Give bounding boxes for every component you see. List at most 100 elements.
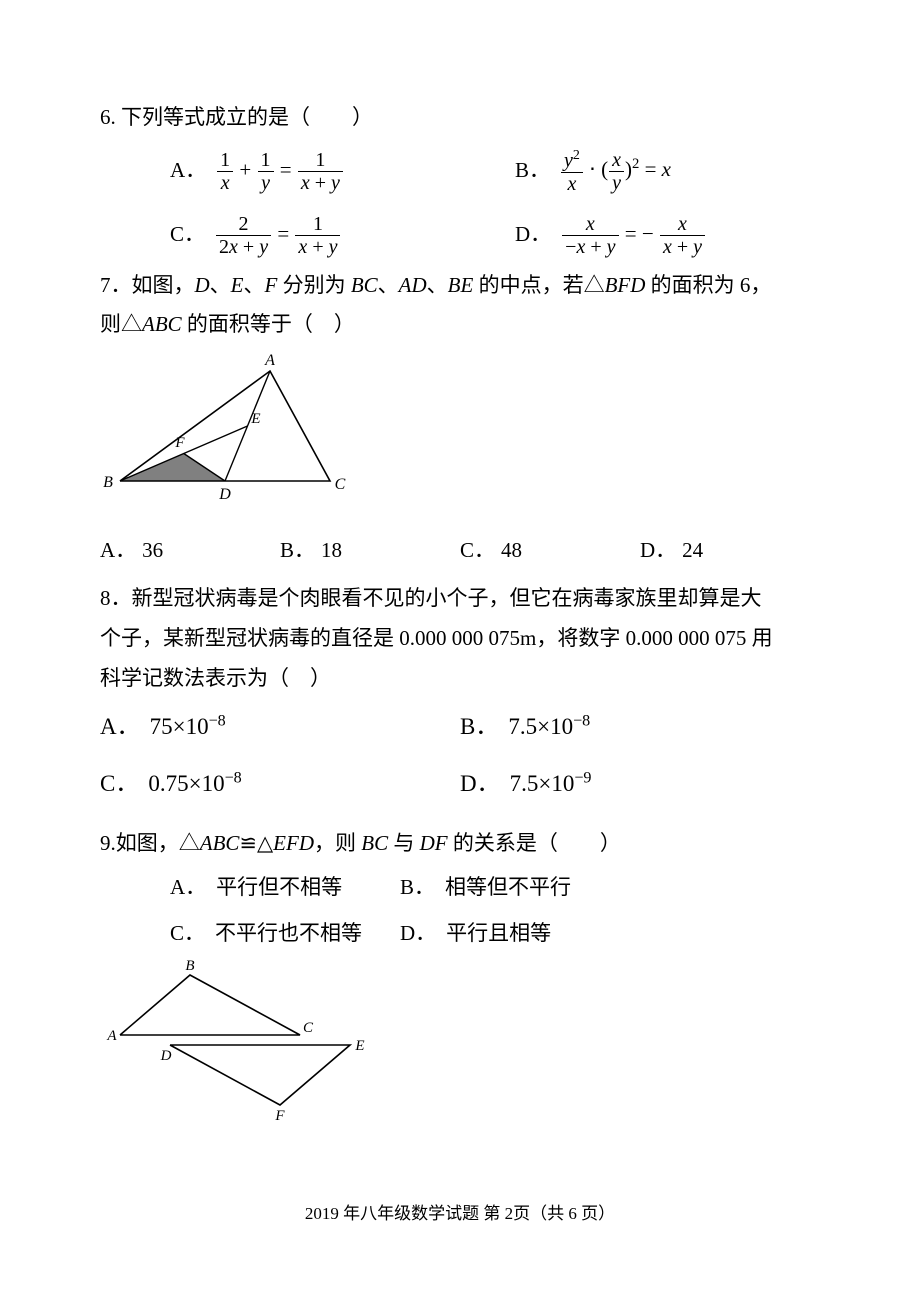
q6-option-b: B． y2x ⋅ (xy)2 = x: [515, 148, 820, 195]
option-text: 平行但不相等: [216, 868, 342, 908]
sci-value: 7.5×10−8: [508, 705, 590, 749]
option-label: B．: [460, 705, 498, 749]
q7-option-a: A．36: [100, 531, 280, 571]
q8-option-b: B． 7.5×10−8: [460, 705, 820, 749]
var-df: DF: [420, 831, 448, 855]
q6-d-expr: x−x + y = − xx + y: [561, 213, 706, 258]
var-bfd: BFD: [605, 273, 646, 297]
svg-text:B: B: [185, 960, 194, 974]
var-d: D: [195, 273, 210, 297]
q8-line2: 个子，某新型冠状病毒的直径是 0.000 000 075m，将数字 0.000 …: [100, 619, 820, 659]
option-label: B．: [280, 531, 315, 571]
text: ≌△: [239, 831, 273, 855]
q6-a-expr: 1x + 1y = 1x + y: [216, 149, 344, 194]
svg-text:B: B: [103, 474, 113, 491]
option-label: B．: [515, 151, 550, 191]
text: 9.如图，△: [100, 831, 200, 855]
option-label: D．: [460, 762, 500, 806]
q7-option-d: D．24: [640, 531, 820, 571]
text: 的面积等于（ ）: [182, 312, 355, 336]
q9-option-c: C．不平行也不相等: [170, 914, 400, 954]
option-value: 48: [501, 531, 522, 571]
q7-options: A．36 B．18 C．48 D．24: [100, 531, 820, 571]
q9-figure: A B C D E F: [100, 960, 820, 1134]
var-abc: ABC: [142, 312, 182, 336]
text: 、: [378, 273, 399, 297]
q8-option-c: C． 0.75×10−8: [100, 762, 460, 806]
svg-text:C: C: [335, 476, 346, 493]
q6-c-expr: 22x + y = 1x + y: [215, 213, 341, 258]
q9-option-a: A．平行但不相等: [170, 868, 400, 908]
q9-stem: 9.如图，△ABC≌△EFD，则 BC 与 DF 的关系是（ ）: [100, 824, 820, 864]
option-label: A．: [170, 151, 206, 191]
q9-option-b: B．相等但不平行: [400, 868, 820, 908]
svg-text:A: A: [264, 352, 275, 369]
svg-text:D: D: [218, 486, 231, 503]
option-label: B．: [400, 868, 435, 908]
sci-value: 75×10−8: [150, 705, 226, 749]
q6-b-expr: y2x ⋅ (xy)2 = x: [560, 148, 671, 195]
option-label: A．: [100, 705, 140, 749]
q7-option-b: B．18: [280, 531, 460, 571]
q8-line1: 8．新型冠状病毒是个肉眼看不见的小个子，但它在病毒家族里却算是大: [100, 579, 820, 619]
svg-text:E: E: [354, 1038, 364, 1054]
q9-figure-svg: A B C D E F: [100, 960, 380, 1120]
text: 、: [244, 273, 265, 297]
q9-option-d: D．平行且相等: [400, 914, 820, 954]
svg-text:A: A: [106, 1028, 117, 1044]
option-label: C．: [170, 914, 205, 954]
text: 7．如图，: [100, 273, 195, 297]
option-label: D．: [640, 531, 676, 571]
q7-stem-line2: 则△ABC 的面积等于（ ）: [100, 305, 820, 345]
text: 则△: [100, 312, 142, 336]
svg-text:D: D: [160, 1048, 172, 1064]
text: 与: [388, 831, 420, 855]
sci-value: 7.5×10−9: [510, 762, 592, 806]
text: 、: [210, 273, 231, 297]
var-bc: BC: [361, 831, 388, 855]
q6-option-d: D． x−x + y = − xx + y: [515, 213, 820, 258]
option-label: A．: [170, 868, 206, 908]
option-label: C．: [100, 762, 138, 806]
q6-options: A． 1x + 1y = 1x + y B． y2x ⋅ (xy)2 = x C…: [170, 148, 820, 258]
q6-option-c: C． 22x + y = 1x + y: [170, 213, 475, 258]
option-label: A．: [100, 531, 136, 571]
exam-page: 6. 下列等式成立的是（ ） A． 1x + 1y = 1x + y B． y2…: [0, 0, 920, 1310]
option-value: 24: [682, 531, 703, 571]
var-ad: AD: [399, 273, 427, 297]
var-e: E: [231, 273, 244, 297]
text: 分别为: [277, 273, 351, 297]
option-label: D．: [515, 215, 551, 255]
var-bc: BC: [351, 273, 378, 297]
option-label: C．: [170, 215, 205, 255]
q8-option-a: A． 75×10−8: [100, 705, 460, 749]
q7-option-c: C．48: [460, 531, 640, 571]
q7-stem: 7．如图，D、E、F 分别为 BC、AD、BE 的中点，若△BFD 的面积为 6…: [100, 266, 820, 306]
q8-options: A． 75×10−8 B． 7.5×10−8 C． 0.75×10−8 D． 7…: [100, 705, 820, 806]
option-label: C．: [460, 531, 495, 571]
svg-text:F: F: [174, 435, 185, 451]
q8-option-d: D． 7.5×10−9: [460, 762, 820, 806]
var-abc: ABC: [200, 831, 240, 855]
sci-value: 0.75×10−8: [148, 762, 241, 806]
option-text: 不平行也不相等: [215, 914, 362, 954]
svg-text:F: F: [274, 1108, 285, 1120]
option-text: 平行且相等: [446, 914, 551, 954]
svg-text:E: E: [250, 411, 260, 427]
text: 、: [427, 273, 448, 297]
text: 的中点，若△: [473, 273, 604, 297]
var-be: BE: [448, 273, 474, 297]
q7-figure: A B C D E F: [100, 351, 820, 525]
q6-option-a: A． 1x + 1y = 1x + y: [170, 148, 475, 195]
option-label: D．: [400, 914, 436, 954]
page-footer: 2019 年八年级数学试题 第 2页（共 6 页）: [0, 1198, 920, 1230]
svg-text:C: C: [303, 1020, 314, 1036]
var-f: F: [265, 273, 278, 297]
text: ，则: [314, 831, 361, 855]
q8-line3: 科学记数法表示为（ ）: [100, 659, 820, 699]
option-text: 相等但不平行: [445, 868, 571, 908]
var-efd: EFD: [273, 831, 314, 855]
text: 的关系是（ ）: [448, 831, 621, 855]
text: 的面积为 6，: [645, 273, 771, 297]
q9-options: A．平行但不相等 B．相等但不平行 C．不平行也不相等 D．平行且相等: [170, 868, 820, 954]
